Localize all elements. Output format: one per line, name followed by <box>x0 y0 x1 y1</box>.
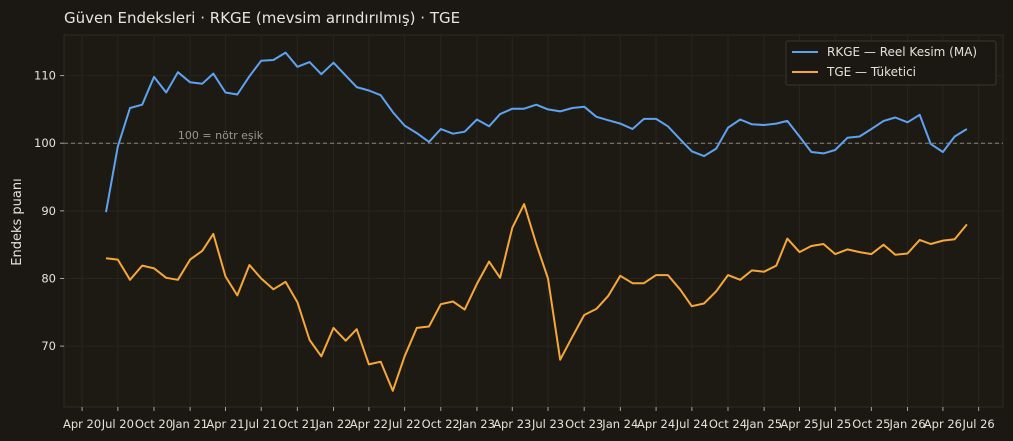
y-axis: 70 80 90 100 110 <box>34 69 64 353</box>
x-tick-label: Jul 22 <box>388 417 421 431</box>
x-tick-label: Oct 24 <box>709 417 747 431</box>
x-tick-label: Jan 26 <box>889 417 926 431</box>
y-axis-label: Endeks puanı <box>10 178 25 265</box>
x-tick-label: Jul 21 <box>244 417 277 431</box>
x-tick-label: Jan 23 <box>458 417 495 431</box>
x-tick-label: Jul 23 <box>531 417 564 431</box>
grid <box>64 35 1003 407</box>
x-tick-label: Apr 24 <box>637 417 675 431</box>
legend-label: RKGE — Reel Kesim (MA) <box>827 45 977 59</box>
chart-title: Güven Endeksleri · RKGE (mevsim arındırı… <box>64 9 460 27</box>
plot-area <box>63 34 1004 408</box>
x-tick-label: Apr 22 <box>350 417 388 431</box>
legend-box <box>785 40 997 86</box>
x-tick-label: Apr 21 <box>206 417 244 431</box>
series-group <box>105 51 968 392</box>
legend: RKGE — Reel Kesim (MA) TGE — Tüketici <box>785 40 997 86</box>
x-tick-label: Oct 22 <box>422 417 460 431</box>
y-tick-label: 80 <box>41 271 56 285</box>
y-tick-label: 70 <box>41 339 56 353</box>
x-tick-label: Jan 25 <box>745 417 782 431</box>
x-tick-label: Jul 20 <box>101 417 134 431</box>
x-tick-label: Oct 20 <box>135 417 173 431</box>
reference-line-label: 100 = nötr eşik <box>178 129 264 142</box>
x-tick-label: Oct 25 <box>852 417 890 431</box>
x-tick-label: Jan 24 <box>601 417 638 431</box>
x-tick-label: Apr 26 <box>924 417 962 431</box>
reference-line: 100 = nötr eşik <box>64 129 1003 144</box>
x-tick-label: Jan 21 <box>171 417 208 431</box>
x-tick-label: Apr 20 <box>63 417 101 431</box>
x-tick-label: Oct 23 <box>565 417 603 431</box>
y-tick-label: 100 <box>34 136 56 150</box>
x-tick-label: Oct 21 <box>278 417 316 431</box>
series-line-rkge <box>105 51 968 213</box>
y-tick-label: 110 <box>34 69 56 83</box>
series-line-tge <box>105 203 968 392</box>
x-tick-label: Apr 25 <box>780 417 818 431</box>
y-tick-label: 90 <box>41 204 56 218</box>
x-tick-label: Apr 23 <box>493 417 531 431</box>
x-tick-label: Jul 25 <box>818 417 851 431</box>
x-tick-label: Jul 24 <box>675 417 708 431</box>
x-tick-label: Jan 22 <box>315 417 352 431</box>
legend-label: TGE — Tüketici <box>826 65 916 79</box>
x-tick-label: Jul 26 <box>962 417 995 431</box>
